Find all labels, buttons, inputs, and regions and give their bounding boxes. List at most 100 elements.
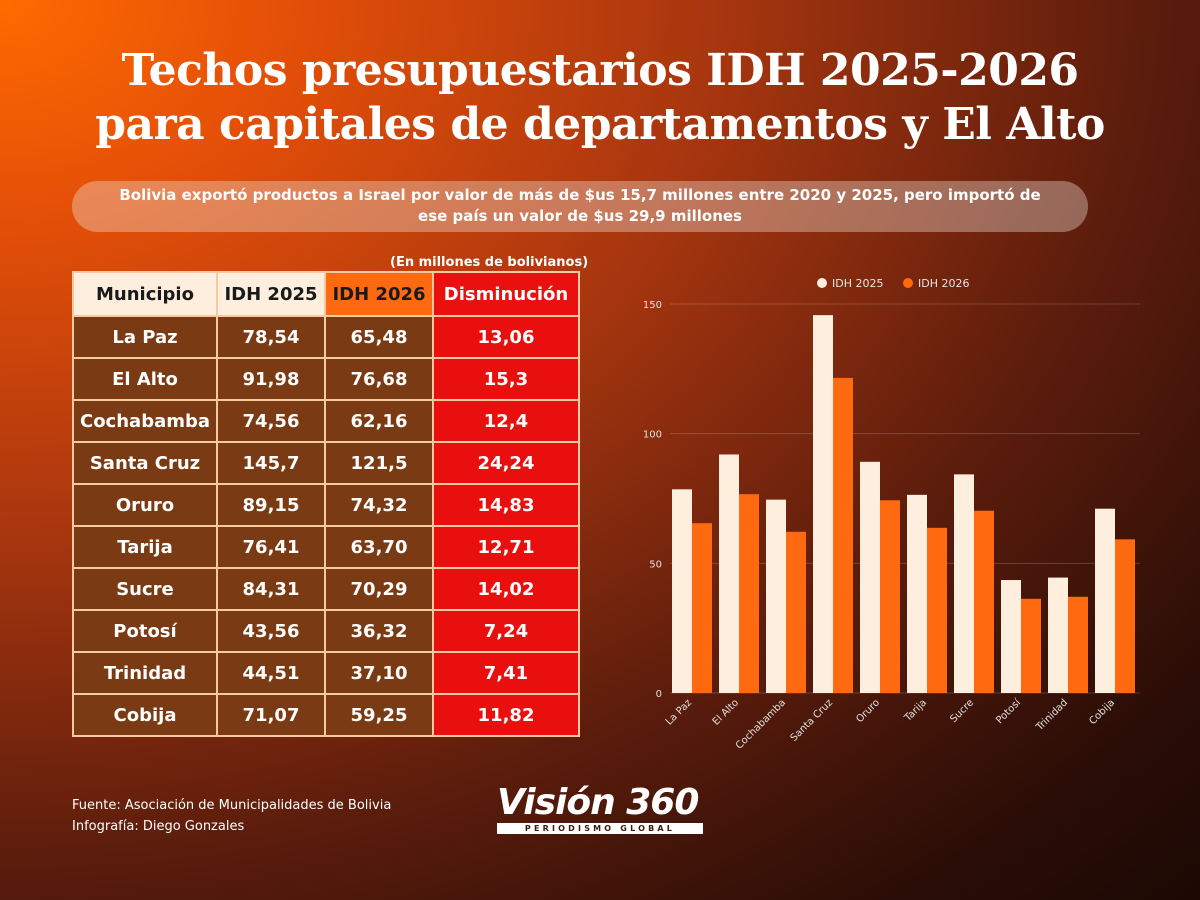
y-tick-label: 0: [656, 689, 662, 700]
x-tick-label: Tarija: [902, 697, 929, 724]
cell-municipio: Potosí: [72, 609, 218, 653]
page-title: Techos presupuestarios IDH 2025-2026 par…: [0, 44, 1200, 152]
table-row: Sucre 84,31 70,29 14,02: [72, 567, 580, 611]
header-disminucion: Disminución: [432, 271, 580, 317]
logo-tagline: PERIODISMO GLOBAL: [497, 823, 703, 834]
table-header-row: Municipio IDH 2025 IDH 2026 Disminución: [72, 271, 580, 317]
x-tick-label: Cobija: [1087, 697, 1117, 727]
chart-bars: [672, 315, 1135, 693]
x-tick-label: Oruro: [854, 697, 882, 725]
table-body: La Paz 78,54 65,48 13,06 El Alto 91,98 76,68 15…: [72, 315, 580, 737]
cell-municipio: Sucre: [72, 567, 218, 611]
y-tick-label: 50: [649, 559, 662, 570]
bar-idh-2025: [719, 454, 739, 693]
cell-idh-2026: 121,5: [324, 441, 434, 485]
table-row: Cobija 71,07 59,25 11,82: [72, 693, 580, 737]
cell-idh-2025: 91,98: [216, 357, 326, 401]
title-line-1: Techos presupuestarios IDH 2025-2026: [121, 45, 1079, 96]
cell-idh-2025: 71,07: [216, 693, 326, 737]
subtitle-line-1: Bolivia exportó productos a Israel por v…: [119, 186, 1041, 204]
x-tick-label: Santa Cruz: [789, 697, 835, 743]
table-row: Potosí 43,56 36,32 7,24: [72, 609, 580, 653]
table-row: Santa Cruz 145,7 121,5 24,24: [72, 441, 580, 485]
bar-idh-2025: [672, 489, 692, 693]
cell-idh-2026: 37,10: [324, 651, 434, 695]
cell-disminucion: 12,71: [432, 525, 580, 569]
x-tick-label: Cochabamba: [734, 697, 788, 751]
bar-idh-2026: [692, 523, 712, 693]
cell-disminucion: 24,24: [432, 441, 580, 485]
table-row: Trinidad 44,51 37,10 7,41: [72, 651, 580, 695]
x-tick-label: Sucre: [948, 697, 976, 725]
bar-idh-2026: [1068, 596, 1088, 693]
legend-label: IDH 2026: [918, 277, 969, 290]
bar-idh-2026: [880, 500, 900, 693]
cell-disminucion: 14,83: [432, 483, 580, 527]
bar-idh-2025: [954, 474, 974, 693]
subtitle-banner: Bolivia exportó productos a Israel por v…: [72, 181, 1088, 232]
cell-disminucion: 12,4: [432, 399, 580, 443]
legend-swatch: [817, 278, 827, 288]
x-tick-label: Trinidad: [1034, 697, 1070, 733]
bar-idh-2026: [1021, 598, 1041, 693]
cell-idh-2025: 89,15: [216, 483, 326, 527]
subtitle-line-2: ese país un valor de $us 29,9 millones: [418, 207, 742, 225]
cell-idh-2026: 63,70: [324, 525, 434, 569]
cell-municipio: La Paz: [72, 315, 218, 359]
table-row: La Paz 78,54 65,48 13,06: [72, 315, 580, 359]
cell-municipio: Oruro: [72, 483, 218, 527]
idh-table: Municipio IDH 2025 IDH 2026 Disminución …: [72, 271, 580, 737]
source-text: Fuente: Asociación de Municipalidades de…: [72, 798, 392, 813]
table-row: Tarija 76,41 63,70 12,71: [72, 525, 580, 569]
cell-idh-2025: 76,41: [216, 525, 326, 569]
bar-idh-2026: [1115, 539, 1135, 693]
cell-idh-2026: 70,29: [324, 567, 434, 611]
cell-disminucion: 7,41: [432, 651, 580, 695]
cell-idh-2026: 76,68: [324, 357, 434, 401]
y-tick-label: 150: [643, 300, 662, 311]
units-label: (En millones de bolivianos): [390, 255, 589, 270]
bar-idh-2026: [927, 527, 947, 693]
cell-municipio: Trinidad: [72, 651, 218, 695]
header-idh-2025: IDH 2025: [216, 271, 326, 317]
bar-idh-2025: [860, 461, 880, 693]
bar-idh-2026: [786, 531, 806, 693]
cell-idh-2025: 145,7: [216, 441, 326, 485]
cell-idh-2026: 36,32: [324, 609, 434, 653]
x-tick-label: Potosí: [994, 696, 1024, 726]
cell-municipio: Tarija: [72, 525, 218, 569]
cell-idh-2026: 74,32: [324, 483, 434, 527]
bar-idh-2025: [907, 494, 927, 693]
cell-idh-2025: 84,31: [216, 567, 326, 611]
cell-municipio: El Alto: [72, 357, 218, 401]
title-line-2: para capitales de departamentos y El Alt…: [95, 99, 1105, 150]
chart-legend: IDH 2025 IDH 2026: [817, 277, 969, 290]
cell-idh-2025: 44,51: [216, 651, 326, 695]
bar-chart-svg: IDH 2025 IDH 2026 0 50 100 150 La Paz El Alto…: [643, 277, 1140, 752]
legend-swatch: [903, 278, 913, 288]
cell-disminucion: 13,06: [432, 315, 580, 359]
cell-municipio: Cobija: [72, 693, 218, 737]
header-municipio: Municipio: [72, 271, 218, 317]
bar-idh-2026: [739, 494, 759, 693]
cell-disminucion: 14,02: [432, 567, 580, 611]
cell-idh-2025: 74,56: [216, 399, 326, 443]
legend-label: IDH 2025: [832, 277, 883, 290]
x-tick-label: El Alto: [711, 697, 741, 727]
footer: Fuente: Asociación de Municipalidades de…: [72, 795, 391, 837]
header-idh-2026: IDH 2026: [324, 271, 434, 317]
cell-idh-2026: 62,16: [324, 399, 434, 443]
y-tick-label: 100: [643, 430, 662, 441]
logo-wordmark: Visión 360: [497, 782, 699, 823]
table-row: Oruro 89,15 74,32 14,83: [72, 483, 580, 527]
cell-disminucion: 15,3: [432, 357, 580, 401]
vision360-logo: Visión 360 PERIODISMO GLOBAL: [497, 783, 703, 834]
bar-idh-2026: [833, 377, 853, 693]
cell-idh-2026: 59,25: [324, 693, 434, 737]
table-row: Cochabamba 74,56 62,16 12,4: [72, 399, 580, 443]
cell-disminucion: 7,24: [432, 609, 580, 653]
credit-text: Infografía: Diego Gonzales: [72, 819, 245, 834]
x-tick-label: La Paz: [664, 697, 694, 727]
bar-idh-2025: [766, 499, 786, 693]
